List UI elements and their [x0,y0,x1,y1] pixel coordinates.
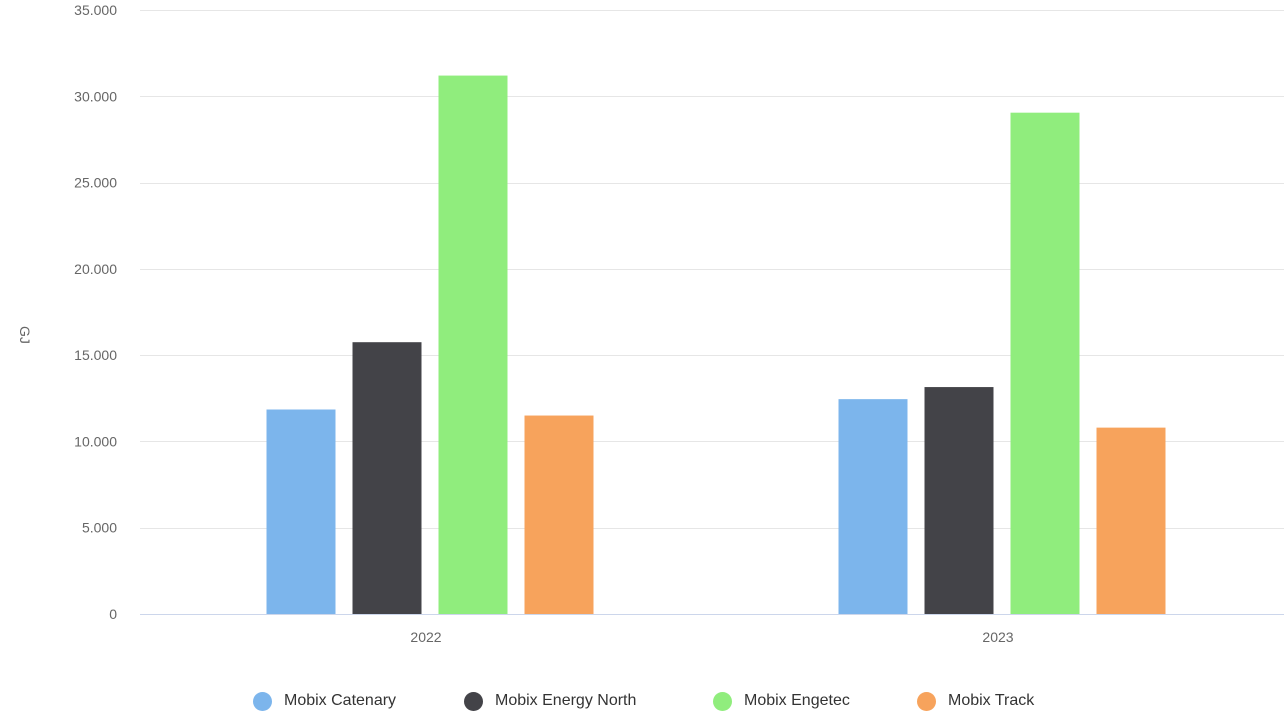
bar-mobix-engetec-2023[interactable] [1010,112,1080,615]
legend-label: Mobix Track [948,692,1035,709]
x-tick-label: 2022 [410,629,441,645]
y-tick-label: 30.000 [74,88,117,104]
bar-mobix-catenary-2022[interactable] [266,409,336,614]
legend-marker-icon [253,691,272,711]
y-tick-label: 20.000 [74,261,117,277]
x-tick-label: 2023 [982,629,1013,645]
y-tick-label: 35.000 [74,2,117,18]
legend-label: Mobix Engetec [744,692,850,709]
bar-mobix-energy-north-2023[interactable] [924,387,994,614]
bar-chart: 0 5.000 10.000 15.000 20.000 25.000 30.000 35.0… [17,2,1284,645]
y-axis-ticks: 0 5.000 10.000 15.000 20.000 25.000 30.000 35.0… [74,2,117,622]
bar-mobix-energy-north-2022[interactable] [352,342,422,614]
legend-label: Mobix Catenary [284,692,397,709]
bars [266,75,1166,615]
y-tick-label: 0 [109,606,117,622]
legend-marker-icon [464,691,483,711]
y-tick-label: 25.000 [74,175,117,191]
legend-marker-icon [713,691,732,711]
legend-item[interactable]: Mobix Track [917,686,1034,716]
bar-mobix-track-2022[interactable] [524,415,594,614]
legend-marker-icon [917,691,936,711]
x-axis-ticks: 2022 2023 [410,629,1013,645]
legend-label: Mobix Energy North [495,692,637,709]
y-axis-label: GJ [17,326,33,344]
bar-mobix-catenary-2023[interactable] [838,399,908,614]
y-tick-label: 10.000 [74,433,117,449]
y-tick-label: 5.000 [82,520,117,536]
legend: Mobix Catenary Mobix Energy North Mobix En… [0,686,1284,716]
y-tick-label: 15.000 [74,347,117,363]
legend-item[interactable]: Mobix Energy North [464,686,636,716]
legend-item[interactable]: Mobix Catenary [253,686,396,716]
bar-mobix-track-2023[interactable] [1096,427,1166,614]
bar-mobix-engetec-2022[interactable] [438,75,508,614]
legend-item[interactable]: Mobix Engetec [713,686,850,716]
